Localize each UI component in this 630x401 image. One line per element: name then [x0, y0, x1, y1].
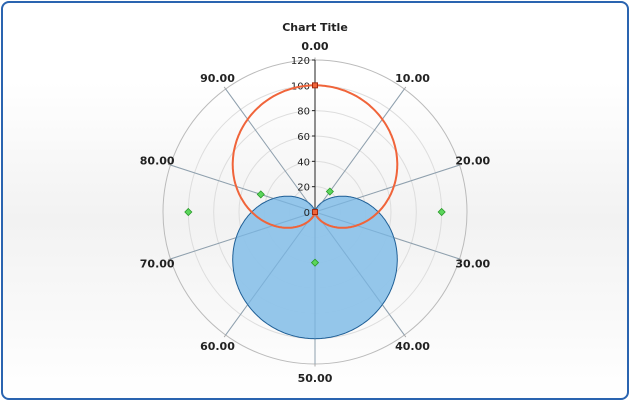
spoke-overlay — [225, 88, 316, 213]
y-tick-label: 40 — [297, 157, 310, 168]
series-3-marker — [184, 207, 193, 217]
x-tick-label: 80.00 — [140, 155, 175, 168]
spoke-overlay — [170, 164, 316, 213]
x-tick-label: 0.00 — [301, 40, 328, 53]
x-tick-label: 90.00 — [200, 72, 235, 85]
series-2-marker — [312, 82, 318, 89]
spoke-overlay — [314, 164, 460, 213]
y-tick-label: 0 — [304, 208, 310, 219]
x-tick-label: 10.00 — [395, 72, 430, 85]
series-3-marker — [310, 258, 320, 267]
y-tick-label: 60 — [297, 132, 310, 143]
spoke-line — [223, 86, 316, 213]
x-tick-label: 30.00 — [455, 257, 490, 270]
chart-title: Chart Title — [282, 21, 348, 34]
series-3-marker — [325, 187, 334, 196]
x-tick-label: 20.00 — [455, 155, 490, 168]
y-tick-label: 80 — [297, 107, 310, 118]
x-tick-label: 50.00 — [298, 372, 333, 385]
spoke-overlay — [314, 211, 460, 260]
series-area-1 — [232, 195, 398, 340]
x-tick-label: 40.00 — [395, 340, 430, 353]
spoke-overlay — [225, 211, 316, 336]
spoke-overlay — [170, 211, 316, 260]
y-tick-label: 20 — [297, 183, 310, 194]
y-tick-label: 120 — [291, 56, 310, 67]
polar-chart: Chart Title 0.00 10.00 20.00 30.00 40.00 50.0… — [140, 21, 491, 385]
series-3-marker — [256, 190, 265, 199]
x-tick-label: 70.00 — [140, 257, 175, 270]
x-tick-label: 60.00 — [200, 340, 235, 353]
series-2-marker — [312, 209, 318, 215]
spoke-overlay — [314, 211, 405, 336]
series-3-marker — [437, 207, 446, 217]
